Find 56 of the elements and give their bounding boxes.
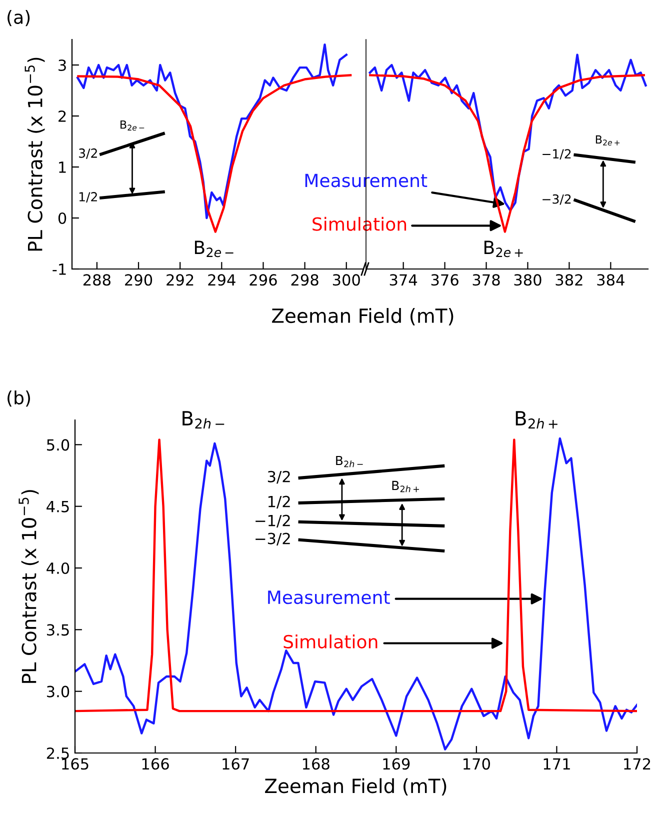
x-tick-label: 296 xyxy=(250,274,277,286)
annotation: −3/2 xyxy=(542,194,571,205)
y-tick-label: 2.5 xyxy=(46,747,69,760)
x-tick-label: 166 xyxy=(142,758,169,770)
x-tick-label: 170 xyxy=(464,758,490,770)
x-tick-label: 294 xyxy=(208,274,236,286)
x-tick-label: 384 xyxy=(597,274,624,286)
y-axis-title: PL Contrast (x 10$^{−5}$) xyxy=(18,490,39,683)
x-tick-label: 292 xyxy=(166,274,194,286)
annotation: −3/2 xyxy=(256,532,290,546)
x-tick-label: 167 xyxy=(222,758,249,770)
annotation: B$_{2h−}$ xyxy=(182,411,224,429)
x-axis-title: Zeeman Field (mT) xyxy=(272,308,454,326)
x-tick-label: 300 xyxy=(332,274,360,286)
y-axis-title: PL Contrast (x 10$^{−5}$) xyxy=(24,58,45,251)
chart-title: (b) xyxy=(8,390,30,407)
x-tick-label: 378 xyxy=(472,274,500,286)
annotation: 3/2 xyxy=(79,148,97,159)
y-tick-label: 1 xyxy=(59,162,66,173)
annotation: −1/2 xyxy=(542,149,571,160)
y-tick-label: 5.0 xyxy=(47,439,70,451)
annotation: B$_{2e+}$ xyxy=(596,135,620,146)
x-tick-label: 382 xyxy=(556,274,582,286)
annotation: B$_{2e+}$ xyxy=(484,240,523,258)
x-tick-label: 374 xyxy=(390,274,418,286)
x-tick-label: 380 xyxy=(514,274,542,286)
x-tick-label: 165 xyxy=(62,758,88,770)
annotation: B$_{2h+}$ xyxy=(392,480,419,492)
x-axis-title: Zeeman Field (mT) xyxy=(265,778,446,796)
x-tick-label: 290 xyxy=(125,274,152,286)
y-tick-label: 4.0 xyxy=(46,562,70,574)
annotation: Simulation xyxy=(284,634,378,648)
annotation: Measurement xyxy=(268,590,390,604)
y-tick-label: -1 xyxy=(52,264,66,275)
annotation: −1/2 xyxy=(256,514,290,528)
x-tick-label: 168 xyxy=(302,758,330,770)
y-tick-label: 2 xyxy=(58,110,66,122)
x-tick-label: 171 xyxy=(544,758,570,770)
x-tick-label: 298 xyxy=(291,274,318,286)
y-tick-label: 4.5 xyxy=(46,501,69,512)
y-tick-label: 3 xyxy=(58,59,66,72)
annotation: B$_{2h+}$ xyxy=(516,411,558,429)
annotation: B$_{2e−}$ xyxy=(120,120,144,131)
y-tick-label: 0 xyxy=(58,212,66,224)
x-tick-label: 376 xyxy=(431,274,458,286)
x-tick-label: 169 xyxy=(383,758,410,770)
chart-title: (a) xyxy=(8,10,30,26)
y-tick-label: 3.5 xyxy=(47,624,69,636)
annotation: B$_{2e−}$ xyxy=(194,240,234,258)
annotation: 1/2 xyxy=(79,192,97,202)
annotation: 3/2 xyxy=(268,470,290,484)
annotation: B$_{2h−}$ xyxy=(336,456,363,468)
x-tick-label: 172 xyxy=(624,758,650,770)
x-tick-label: 288 xyxy=(83,274,110,286)
y-tick-label: 3.0 xyxy=(47,686,70,698)
annotation: 1/2 xyxy=(268,496,290,509)
